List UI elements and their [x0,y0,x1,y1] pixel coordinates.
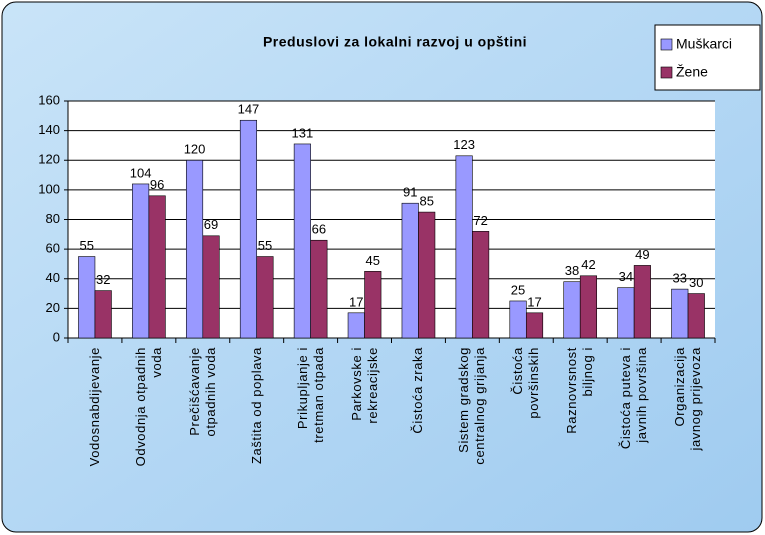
value-label: 96 [150,177,164,192]
x-tick-label: Čistoća puteva i javnih površina [618,347,650,450]
legend-label: Muškarci [676,36,732,52]
value-label: 30 [689,275,703,290]
value-label: 120 [184,142,206,157]
value-label: 66 [312,222,326,237]
bar [418,211,436,339]
value-label: 72 [473,213,487,228]
bar [525,312,544,339]
y-tick-label: 160 [38,92,60,107]
bar [310,239,328,339]
value-label: 55 [258,238,272,253]
legend [654,24,761,91]
bar [633,265,651,339]
bar [509,300,527,339]
value-label: 104 [130,165,152,180]
bar [202,235,220,339]
x-tick-label: Čistoća površinskih [510,347,542,419]
bar [132,183,150,339]
bar [563,281,581,339]
value-label: 33 [673,271,687,286]
x-tick-label: Čistoća zraka [410,347,426,434]
x-tick-label: Vodosnabdijevanje [86,347,102,467]
bar [364,271,382,339]
x-tick-label: Organizacija javnog prijevoza [672,347,704,451]
x-tick-label: Raznovrsnost biljnog i [564,347,596,434]
legend-swatch [660,38,673,51]
value-label: 25 [511,282,525,297]
value-label: 45 [366,253,380,268]
bar [455,155,473,339]
value-label: 147 [238,102,260,117]
bar [617,287,635,339]
bar [401,202,419,339]
x-tick-label: Prikupljanje i tretman otpada [294,347,326,443]
value-label: 69 [204,217,218,232]
bar [185,159,204,339]
bar [472,231,490,339]
value-label: 91 [403,185,417,200]
value-label: 34 [619,269,633,284]
x-tick-label: Parkovske i rekreacijske [348,347,380,424]
bar [78,256,96,339]
bar [94,290,112,339]
bar [148,195,166,339]
value-label: 49 [635,247,649,262]
x-tick-label: Sistem gradskog centralnog grijanja [456,347,488,465]
y-tick-label: 60 [46,241,60,256]
value-label: 32 [96,272,110,287]
value-label: 38 [565,263,579,278]
y-tick-label: 100 [38,181,60,196]
bar [293,143,311,339]
y-tick-label: 40 [46,270,60,285]
y-tick-label: 80 [46,211,60,226]
x-tick-label: Prečišćavanje otpadnih voda [186,347,218,437]
y-tick-label: 120 [38,152,60,167]
bar [347,312,365,339]
y-tick-label: 140 [38,122,60,137]
bar [256,256,274,339]
y-tick-label: 0 [53,329,60,344]
bar [671,288,689,339]
value-label: 123 [453,137,475,152]
bar [239,119,258,339]
value-label: 55 [79,238,93,253]
chart-title: Preduslovi za lokalni razvoj u opštini [263,34,527,50]
legend-label: Žene [676,64,708,80]
value-label: 85 [419,194,433,209]
value-label: 17 [527,294,541,309]
value-label: 42 [581,257,595,272]
bar [579,275,598,339]
value-label: 131 [292,125,314,140]
y-tick-label: 20 [46,300,60,315]
bar [687,293,705,339]
x-tick-label: Odvodnja otpadnih voda [132,347,164,467]
value-label: 17 [349,294,363,309]
legend-swatch [660,66,673,79]
x-tick-label: Zaštita od poplava [248,347,264,465]
